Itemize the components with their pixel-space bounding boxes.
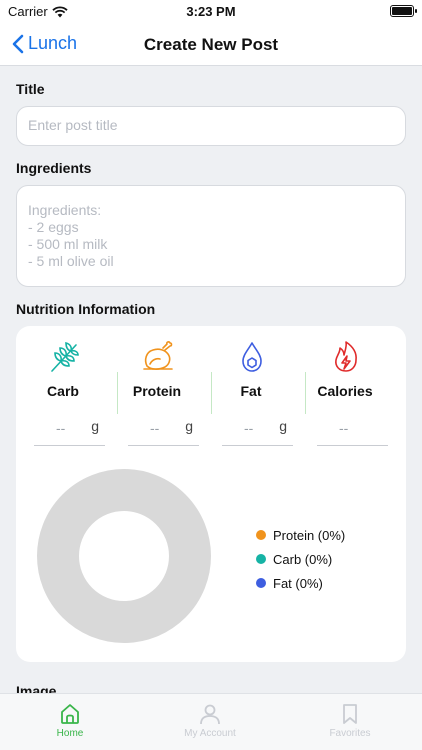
fat-placeholder: -- [244,420,254,436]
divider [117,372,118,414]
clock: 3:23 PM [186,4,236,19]
wheat-icon [51,341,79,372]
tab-label: Home [56,728,84,739]
ingredients-label: Ingredients [16,160,92,176]
legend-dot [256,554,266,564]
carb-placeholder: -- [56,420,66,436]
carrier-label: Carrier [8,4,48,19]
back-button[interactable]: Lunch [12,33,77,54]
divider [211,372,212,414]
carb-label: Carb [47,383,79,399]
chicken-leg-icon [143,341,173,370]
calories-input[interactable]: -- [317,420,388,446]
nutrition-card: Carb Protein [16,326,406,662]
tab-my-account[interactable]: My Account [140,694,280,750]
home-icon [61,704,79,724]
carb-unit: g [91,418,99,434]
tab-bar: Home My Account Favorites [0,693,422,750]
chart-legend: Protein (0%) Carb (0%) Fat (0%) [256,523,345,595]
battery-icon [390,5,417,17]
ingredients-input[interactable]: Ingredients: - 2 eggs - 500 ml milk - 5 … [16,185,406,287]
legend-item-carb: Carb (0%) [256,547,345,571]
tab-favorites[interactable]: Favorites [280,694,420,750]
person-icon [200,704,220,725]
nutrition-protein: Protein [110,326,204,426]
empty-donut-ring [37,469,211,643]
bookmark-icon [343,704,357,724]
protein-input[interactable]: -- g [128,418,199,446]
fat-input[interactable]: -- g [222,418,293,446]
form-scroll-area[interactable]: Title Enter post title Ingredients Ingre… [0,67,422,692]
carrier-info: Carrier [8,4,68,19]
tab-label: My Account [184,728,236,739]
macro-donut-chart [37,469,211,643]
protein-label: Protein [132,383,182,399]
legend-label: Fat (0%) [273,575,323,591]
legend-dot [256,578,266,588]
carb-input[interactable]: -- g [34,418,105,446]
calories-label: Calories [317,383,373,399]
back-label: Lunch [28,33,78,53]
chevron-left-icon [12,34,24,53]
nutrition-label: Nutrition Information [16,301,156,317]
flame-icon [335,341,357,372]
title-input[interactable]: Enter post title [16,106,406,146]
tab-home[interactable]: Home [0,694,140,750]
nutrition-carb: Carb [16,326,110,426]
protein-placeholder: -- [150,420,160,436]
protein-unit: g [185,418,193,434]
page-title: Create New Post [143,35,279,54]
legend-item-protein: Protein (0%) [256,523,345,547]
oil-drop-icon [242,342,262,372]
status-bar: Carrier 3:23 PM [0,0,422,24]
title-label: Title [16,81,45,97]
legend-item-fat: Fat (0%) [256,571,345,595]
navigation-bar: Lunch Create New Post [0,24,422,66]
nutrition-calories: Calories [298,326,392,426]
fat-label: Fat [240,383,262,399]
legend-label: Carb (0%) [273,551,333,567]
legend-label: Protein (0%) [273,527,346,543]
legend-dot [256,530,266,540]
nutrition-fat: Fat [204,326,298,426]
divider [305,372,306,414]
tab-label: Favorites [329,728,371,739]
wifi-icon [52,5,68,17]
fat-unit: g [279,418,287,434]
calories-placeholder: -- [339,420,349,436]
